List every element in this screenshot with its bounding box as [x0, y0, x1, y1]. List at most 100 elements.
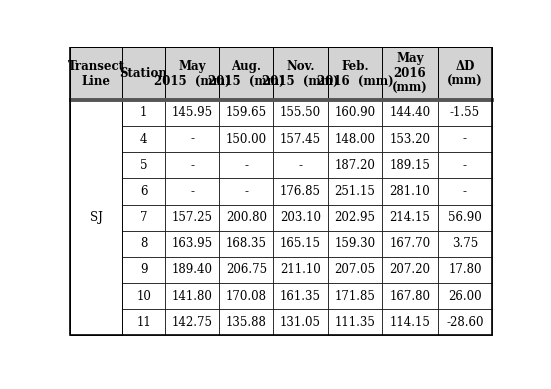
- Text: 148.00: 148.00: [334, 133, 375, 145]
- Text: 189.40: 189.40: [171, 263, 213, 277]
- Bar: [382, 257, 438, 283]
- Text: 207.20: 207.20: [390, 263, 430, 277]
- Text: 114.15: 114.15: [390, 316, 430, 329]
- Bar: [382, 47, 438, 100]
- Text: 8: 8: [140, 237, 147, 250]
- Bar: [122, 309, 165, 335]
- Bar: [382, 309, 438, 335]
- Text: 165.15: 165.15: [280, 237, 321, 250]
- Bar: [165, 47, 219, 100]
- Text: 6: 6: [140, 185, 148, 198]
- Text: 171.85: 171.85: [334, 290, 375, 303]
- Text: 160.90: 160.90: [334, 107, 375, 119]
- Bar: [165, 283, 219, 309]
- Bar: [273, 309, 328, 335]
- Bar: [165, 178, 219, 205]
- Bar: [273, 126, 328, 152]
- Text: -: -: [244, 159, 249, 172]
- Bar: [122, 231, 165, 257]
- Text: 170.08: 170.08: [226, 290, 267, 303]
- Bar: [382, 152, 438, 178]
- Text: 159.30: 159.30: [334, 237, 375, 250]
- Text: 145.95: 145.95: [171, 107, 213, 119]
- Text: 168.35: 168.35: [226, 237, 267, 250]
- Bar: [273, 152, 328, 178]
- Bar: [328, 231, 382, 257]
- Bar: [273, 100, 328, 126]
- Text: 202.95: 202.95: [334, 211, 375, 224]
- Text: Station: Station: [120, 67, 168, 80]
- Bar: [273, 231, 328, 257]
- Text: 4: 4: [140, 133, 148, 145]
- Bar: [438, 231, 492, 257]
- Bar: [165, 205, 219, 231]
- Text: 200.80: 200.80: [226, 211, 267, 224]
- Bar: [382, 205, 438, 231]
- Text: 135.88: 135.88: [226, 316, 267, 329]
- Bar: [165, 126, 219, 152]
- Text: May
2015  (mm): May 2015 (mm): [154, 60, 230, 88]
- Bar: [165, 257, 219, 283]
- Text: 1: 1: [140, 107, 147, 119]
- Bar: [122, 152, 165, 178]
- Text: 11: 11: [136, 316, 151, 329]
- Bar: [165, 231, 219, 257]
- Bar: [328, 100, 382, 126]
- Bar: [438, 309, 492, 335]
- Text: -: -: [463, 185, 467, 198]
- Bar: [219, 47, 273, 100]
- Bar: [122, 100, 165, 126]
- Text: -: -: [244, 185, 249, 198]
- Bar: [328, 47, 382, 100]
- Bar: [219, 205, 273, 231]
- Bar: [328, 309, 382, 335]
- Bar: [165, 152, 219, 178]
- Text: 167.80: 167.80: [390, 290, 430, 303]
- Text: 5: 5: [140, 159, 148, 172]
- Text: 141.80: 141.80: [172, 290, 213, 303]
- Bar: [382, 126, 438, 152]
- Text: 159.65: 159.65: [226, 107, 267, 119]
- Text: 251.15: 251.15: [334, 185, 375, 198]
- Bar: [438, 126, 492, 152]
- Bar: [328, 257, 382, 283]
- Text: 207.05: 207.05: [334, 263, 375, 277]
- Text: 214.15: 214.15: [390, 211, 430, 224]
- Text: 7: 7: [140, 211, 148, 224]
- Bar: [438, 152, 492, 178]
- Text: Feb.
2016  (mm): Feb. 2016 (mm): [316, 60, 393, 88]
- Bar: [273, 257, 328, 283]
- Text: 111.35: 111.35: [334, 316, 375, 329]
- Bar: [122, 126, 165, 152]
- Bar: [273, 283, 328, 309]
- Text: 187.20: 187.20: [334, 159, 375, 172]
- Text: 281.10: 281.10: [390, 185, 430, 198]
- Text: 150.00: 150.00: [226, 133, 267, 145]
- Bar: [273, 178, 328, 205]
- Text: 167.70: 167.70: [390, 237, 430, 250]
- Text: 157.45: 157.45: [280, 133, 321, 145]
- Bar: [328, 126, 382, 152]
- Bar: [328, 152, 382, 178]
- Bar: [219, 152, 273, 178]
- Bar: [382, 231, 438, 257]
- Text: -: -: [190, 159, 194, 172]
- Text: -: -: [190, 133, 194, 145]
- Text: -: -: [190, 185, 194, 198]
- Bar: [165, 309, 219, 335]
- Text: 56.90: 56.90: [448, 211, 482, 224]
- Text: 203.10: 203.10: [280, 211, 321, 224]
- Text: 155.50: 155.50: [280, 107, 321, 119]
- Text: 163.95: 163.95: [171, 237, 213, 250]
- Bar: [219, 309, 273, 335]
- Bar: [328, 205, 382, 231]
- Text: 26.00: 26.00: [448, 290, 482, 303]
- Bar: [273, 205, 328, 231]
- Text: 176.85: 176.85: [280, 185, 321, 198]
- Text: 142.75: 142.75: [171, 316, 213, 329]
- Bar: [382, 100, 438, 126]
- Bar: [69, 47, 122, 100]
- Bar: [273, 47, 328, 100]
- Bar: [438, 178, 492, 205]
- Bar: [438, 205, 492, 231]
